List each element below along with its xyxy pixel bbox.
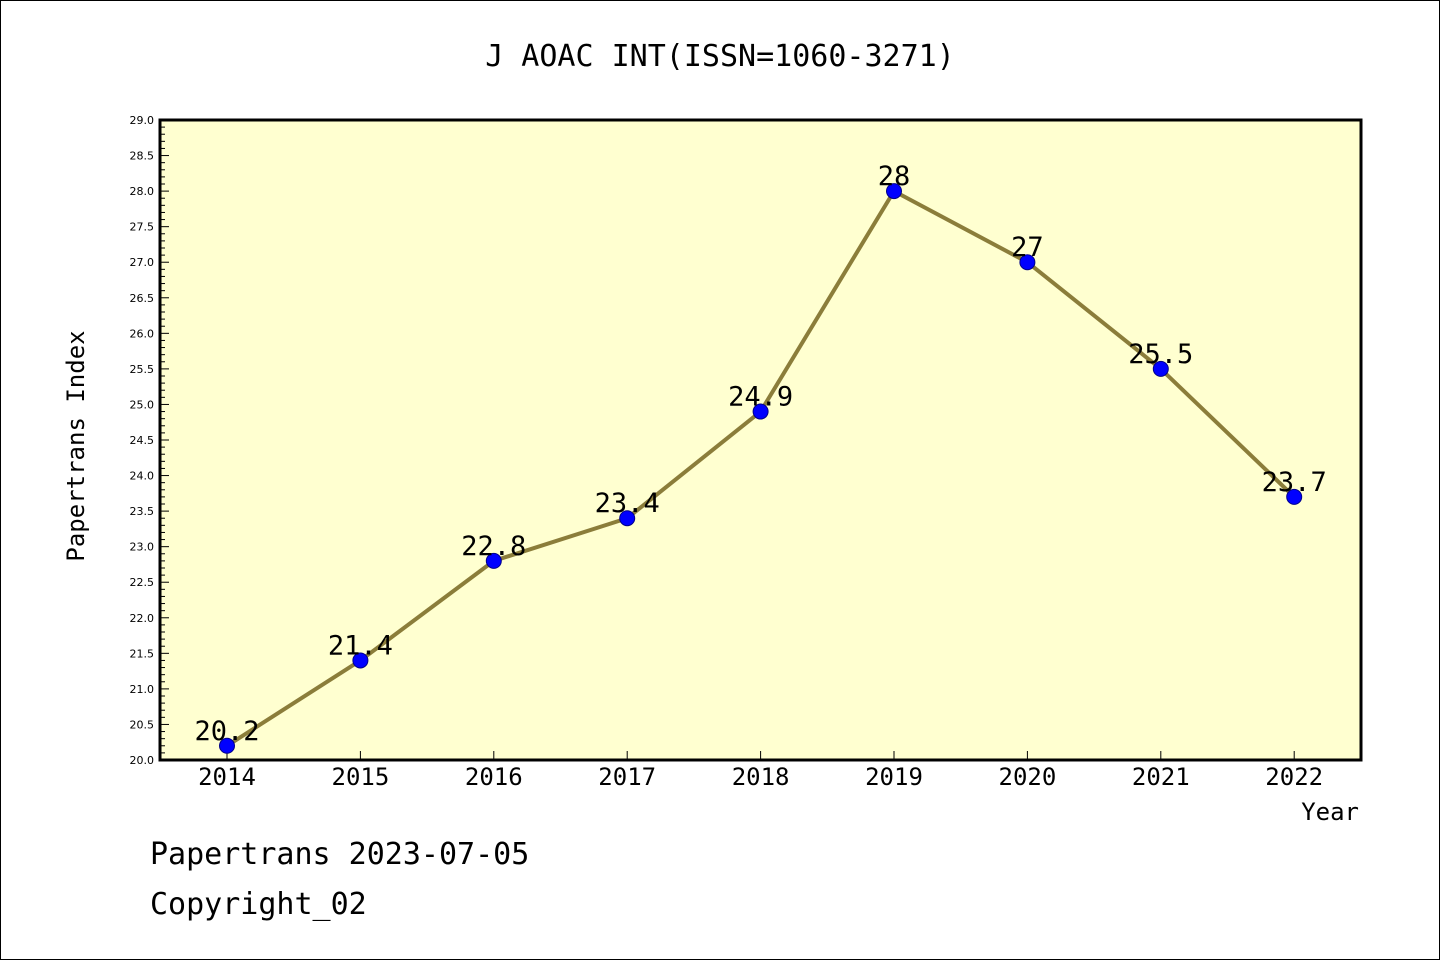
footer-date: Papertrans 2023-07-05	[150, 837, 529, 872]
data-label: 23.4	[595, 488, 660, 519]
data-label: 21.4	[328, 630, 393, 661]
data-points	[219, 183, 1303, 754]
plot-area	[160, 120, 1361, 760]
x-tick-label: 2019	[865, 763, 923, 791]
y-axis: 20.0 20.5 21.0 21.5 22.0 22.5 23.0 23.5 24.0 24.5…	[130, 114, 169, 767]
y-tick-label: 22.0	[130, 612, 155, 625]
y-tick-label: 26.0	[130, 327, 155, 340]
data-label: 28	[878, 161, 911, 192]
y-tick-label: 28.5	[130, 150, 155, 163]
data-label: 25.5	[1128, 339, 1193, 370]
x-tick-label: 2022	[1265, 763, 1323, 791]
x-tick-label: 2020	[999, 763, 1057, 791]
y-tick-label: 21.0	[130, 683, 155, 696]
y-tick-label: 22.5	[130, 576, 155, 589]
data-labels: 20.2 21.4 22.8 23.4 24.9 28 27 25.5 23.7	[194, 161, 1326, 747]
data-label: 24.9	[728, 382, 793, 413]
data-point-marker	[1019, 254, 1036, 271]
y-tick-label: 25.0	[130, 398, 155, 411]
x-tick-label: 2016	[465, 763, 523, 791]
data-point-marker	[886, 183, 902, 200]
data-label: 27	[1011, 232, 1044, 263]
data-point-marker	[219, 737, 235, 754]
data-point-marker	[752, 403, 769, 420]
y-tick-label: 21.5	[130, 647, 155, 660]
x-tick-label: 2017	[598, 763, 656, 791]
y-tick-label: 24.0	[130, 470, 155, 483]
data-label: 23.7	[1262, 467, 1327, 498]
y-tick-label: 20.0	[130, 754, 155, 767]
data-point-marker	[1152, 360, 1169, 377]
data-label: 22.8	[461, 531, 526, 562]
chart-title: J AOAC INT(ISSN=1060-3271)	[485, 39, 955, 74]
x-tick-label: 2018	[732, 763, 790, 791]
data-point-marker	[485, 552, 502, 569]
data-point-marker	[1286, 488, 1303, 505]
y-tick-label: 27.5	[130, 221, 155, 234]
x-tick-label: 2014	[198, 763, 256, 791]
y-tick-label: 29.0	[130, 114, 155, 127]
y-tick-label: 24.5	[130, 434, 155, 447]
y-tick-label: 25.5	[130, 363, 155, 376]
x-axis-label: Year	[1301, 798, 1359, 826]
y-tick-label: 20.5	[130, 718, 155, 731]
x-tick-label: 2015	[332, 763, 390, 791]
data-point-marker	[352, 652, 369, 669]
data-point-marker	[619, 510, 636, 527]
y-tick-label: 23.0	[130, 541, 155, 554]
x-tick-label: 2021	[1132, 763, 1190, 791]
plot-frame	[158, 118, 1363, 762]
y-tick-label: 27.0	[130, 256, 155, 269]
footer-copyright: Copyright_02	[150, 887, 367, 922]
y-tick-label: 26.5	[130, 292, 155, 305]
y-tick-label: 28.0	[130, 185, 155, 198]
x-axis: 2014 2015 2016 2017 2018 2019 2020 2021 2022	[198, 751, 1323, 791]
y-axis-label: Papertrans Index	[62, 330, 90, 561]
y-tick-label: 23.5	[130, 505, 155, 518]
data-label: 20.2	[194, 716, 259, 747]
